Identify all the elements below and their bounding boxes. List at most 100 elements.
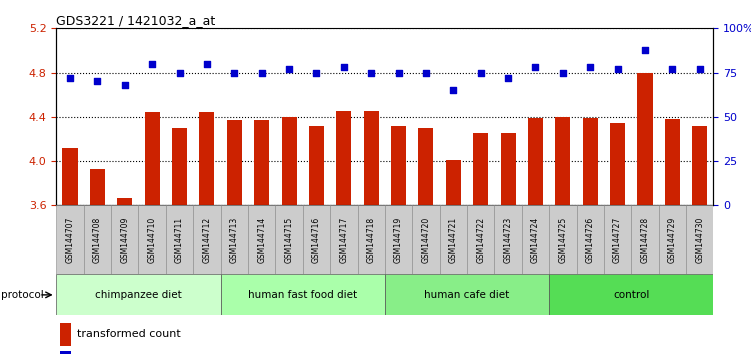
Point xyxy=(475,70,487,75)
FancyBboxPatch shape xyxy=(56,274,221,315)
Bar xyxy=(418,128,433,205)
FancyBboxPatch shape xyxy=(686,205,713,274)
Bar xyxy=(638,73,653,205)
Point xyxy=(666,66,678,72)
FancyBboxPatch shape xyxy=(632,205,659,274)
Bar xyxy=(59,351,71,354)
FancyBboxPatch shape xyxy=(166,205,193,274)
FancyBboxPatch shape xyxy=(385,205,412,274)
Bar xyxy=(199,113,215,205)
Bar xyxy=(282,117,297,205)
Bar xyxy=(665,119,680,205)
Bar xyxy=(62,148,77,205)
Point xyxy=(611,66,623,72)
Point xyxy=(694,66,706,72)
Point xyxy=(338,64,350,70)
Bar xyxy=(145,113,160,205)
FancyBboxPatch shape xyxy=(248,205,276,274)
Bar xyxy=(528,118,543,205)
Text: GSM144718: GSM144718 xyxy=(366,217,376,263)
Text: GSM144714: GSM144714 xyxy=(257,217,266,263)
Bar xyxy=(583,118,598,205)
Point xyxy=(556,70,569,75)
FancyBboxPatch shape xyxy=(549,205,577,274)
Bar xyxy=(336,111,351,205)
Text: GSM144708: GSM144708 xyxy=(93,217,102,263)
Bar xyxy=(391,126,406,205)
FancyBboxPatch shape xyxy=(494,205,522,274)
Point xyxy=(529,64,541,70)
FancyBboxPatch shape xyxy=(659,205,686,274)
Point xyxy=(201,61,213,67)
Text: GSM144713: GSM144713 xyxy=(230,217,239,263)
Text: transformed count: transformed count xyxy=(77,329,181,339)
Point xyxy=(448,87,460,93)
Point xyxy=(146,61,158,67)
Text: GSM144726: GSM144726 xyxy=(586,217,595,263)
Bar xyxy=(90,169,105,205)
Bar xyxy=(254,120,269,205)
Bar xyxy=(227,120,242,205)
Bar xyxy=(473,133,488,205)
Bar xyxy=(59,323,71,346)
Bar xyxy=(172,128,187,205)
Text: chimpanzee diet: chimpanzee diet xyxy=(95,290,182,300)
Bar xyxy=(501,133,516,205)
Text: GSM144707: GSM144707 xyxy=(65,217,74,263)
Text: GSM144717: GSM144717 xyxy=(339,217,348,263)
Point xyxy=(639,47,651,52)
Text: GSM144712: GSM144712 xyxy=(203,217,212,263)
FancyBboxPatch shape xyxy=(357,205,385,274)
Text: GSM144729: GSM144729 xyxy=(668,217,677,263)
Text: GSM144709: GSM144709 xyxy=(120,217,129,263)
Point xyxy=(64,75,76,81)
FancyBboxPatch shape xyxy=(604,205,632,274)
FancyBboxPatch shape xyxy=(439,205,467,274)
Point xyxy=(502,75,514,81)
FancyBboxPatch shape xyxy=(330,205,357,274)
FancyBboxPatch shape xyxy=(138,205,166,274)
Point xyxy=(228,70,240,75)
Point xyxy=(310,70,322,75)
Text: human fast food diet: human fast food diet xyxy=(248,290,357,300)
Bar xyxy=(610,124,625,205)
Bar xyxy=(309,126,324,205)
Point xyxy=(119,82,131,88)
FancyBboxPatch shape xyxy=(111,205,138,274)
Text: GSM144724: GSM144724 xyxy=(531,217,540,263)
Point xyxy=(92,79,104,84)
Text: GSM144719: GSM144719 xyxy=(394,217,403,263)
Point xyxy=(420,70,432,75)
FancyBboxPatch shape xyxy=(577,205,604,274)
Text: GSM144722: GSM144722 xyxy=(476,217,485,263)
Text: GSM144721: GSM144721 xyxy=(449,217,458,263)
Bar xyxy=(692,126,707,205)
Bar xyxy=(117,198,132,205)
Text: GDS3221 / 1421032_a_at: GDS3221 / 1421032_a_at xyxy=(56,14,216,27)
FancyBboxPatch shape xyxy=(83,205,111,274)
FancyBboxPatch shape xyxy=(303,205,330,274)
Text: GSM144720: GSM144720 xyxy=(421,217,430,263)
Text: GSM144728: GSM144728 xyxy=(641,217,650,263)
Text: human cafe diet: human cafe diet xyxy=(424,290,510,300)
Text: protocol: protocol xyxy=(1,290,44,300)
FancyBboxPatch shape xyxy=(549,274,713,315)
Bar xyxy=(555,117,571,205)
Text: control: control xyxy=(613,290,650,300)
Text: GSM144727: GSM144727 xyxy=(613,217,622,263)
FancyBboxPatch shape xyxy=(221,274,385,315)
FancyBboxPatch shape xyxy=(412,205,439,274)
Text: GSM144723: GSM144723 xyxy=(504,217,513,263)
FancyBboxPatch shape xyxy=(193,205,221,274)
FancyBboxPatch shape xyxy=(221,205,248,274)
Bar xyxy=(363,111,379,205)
FancyBboxPatch shape xyxy=(467,205,494,274)
Point xyxy=(365,70,377,75)
Text: GSM144730: GSM144730 xyxy=(695,217,704,263)
Point xyxy=(393,70,405,75)
Text: GSM144711: GSM144711 xyxy=(175,217,184,263)
Point xyxy=(584,64,596,70)
FancyBboxPatch shape xyxy=(385,274,549,315)
Text: GSM144716: GSM144716 xyxy=(312,217,321,263)
FancyBboxPatch shape xyxy=(522,205,549,274)
